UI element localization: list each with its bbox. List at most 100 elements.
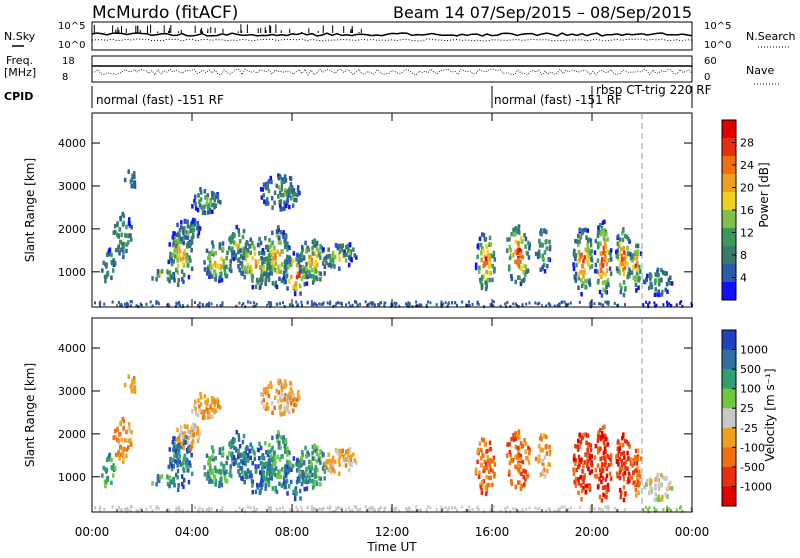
echo-cell xyxy=(577,249,581,255)
echo-cell xyxy=(176,475,179,480)
echo-cell xyxy=(277,445,281,450)
echo-cell xyxy=(482,274,485,279)
echo-cell xyxy=(180,220,183,225)
echo-cell xyxy=(577,490,580,496)
echo-cell xyxy=(520,266,523,272)
echo-cell xyxy=(240,459,243,464)
ground-scatter-cell xyxy=(174,304,177,308)
echo-cell xyxy=(133,385,137,390)
echo-cell xyxy=(603,231,607,236)
colorbar-segment xyxy=(722,246,736,265)
echo-cell xyxy=(305,466,308,472)
echo-cell xyxy=(268,449,272,455)
echo-cell xyxy=(173,236,176,241)
echo-cell xyxy=(214,277,218,282)
echo-cell xyxy=(488,235,492,241)
echo-cell xyxy=(629,457,632,462)
echo-cell xyxy=(623,250,626,255)
echo-cell xyxy=(273,395,277,400)
echo-cell xyxy=(277,378,280,383)
echo-cell xyxy=(296,253,299,258)
echo-cell xyxy=(232,439,235,445)
ground-scatter-cell xyxy=(420,303,423,307)
echo-cell xyxy=(239,261,242,266)
echo-cell xyxy=(250,273,254,279)
ground-scatter-cell xyxy=(242,302,245,306)
echo-cell xyxy=(660,267,663,273)
echo-cell xyxy=(303,274,307,279)
echo-cell xyxy=(585,440,588,445)
echo-cell xyxy=(272,266,275,271)
echo-cell xyxy=(288,396,292,401)
echo-cell xyxy=(518,275,521,280)
echo-cell xyxy=(262,193,265,198)
echo-cell xyxy=(314,464,318,470)
echo-cell xyxy=(596,446,600,451)
echo-cell xyxy=(257,464,260,469)
echo-cell xyxy=(596,245,600,250)
echo-cell xyxy=(203,267,207,272)
ground-scatter-cell xyxy=(94,301,96,305)
echo-cell xyxy=(338,448,342,454)
echo-cell xyxy=(606,281,610,287)
echo-cell xyxy=(224,273,228,279)
echo-cell xyxy=(508,237,511,242)
echo-cell xyxy=(201,210,205,216)
echo-cell xyxy=(116,222,119,228)
echo-cell xyxy=(609,457,612,462)
echo-cell xyxy=(266,406,270,411)
echo-cell xyxy=(133,389,137,394)
echo-cell xyxy=(277,185,281,190)
echo-cell xyxy=(130,382,134,387)
echo-cell xyxy=(271,435,274,440)
echo-cell xyxy=(514,431,517,436)
echo-cell xyxy=(198,203,202,208)
echo-cell xyxy=(489,270,492,276)
ground-scatter-cell xyxy=(194,301,196,304)
echo-cell xyxy=(622,472,625,477)
echo-cell xyxy=(327,262,330,268)
echo-cell xyxy=(510,252,514,258)
echo-cell xyxy=(271,445,274,451)
ground-scatter-cell xyxy=(668,302,671,306)
echo-cell xyxy=(103,274,107,280)
echo-cell xyxy=(184,460,188,465)
echo-cell xyxy=(176,258,179,263)
echo-cell xyxy=(270,260,274,265)
echo-cell xyxy=(230,234,234,239)
ground-scatter-cell xyxy=(390,509,393,513)
echo-cell xyxy=(654,272,657,277)
echo-cell xyxy=(517,431,520,436)
echo-cell xyxy=(654,287,657,292)
echo-cell xyxy=(333,469,336,474)
echo-cell xyxy=(601,229,605,234)
echo-cell xyxy=(244,450,248,456)
ground-scatter-cell xyxy=(655,303,658,307)
echo-cell xyxy=(512,227,515,233)
echo-cell xyxy=(289,380,292,386)
echo-cell xyxy=(598,477,601,482)
echo-cell xyxy=(584,452,587,457)
ground-scatter-cell xyxy=(617,303,620,307)
echo-cell xyxy=(315,459,318,464)
echo-cell xyxy=(270,465,274,470)
ground-scatter-cell xyxy=(558,303,561,307)
echo-cell xyxy=(572,251,576,257)
ground-scatter-cell xyxy=(313,302,316,306)
ground-scatter-cell xyxy=(129,304,132,308)
echo-cell xyxy=(283,470,287,476)
echo-cell xyxy=(485,474,488,480)
echo-cell xyxy=(600,260,603,266)
echo-cell xyxy=(178,254,181,260)
colorbar-tick-label: 12 xyxy=(740,227,754,240)
echo-cell xyxy=(293,191,296,197)
echo-cell xyxy=(670,486,674,491)
echo-cell xyxy=(656,292,659,297)
echo-cell xyxy=(299,496,302,501)
echo-cell xyxy=(283,480,286,485)
echo-cell xyxy=(615,459,619,464)
echo-cell xyxy=(279,240,282,245)
echo-cell xyxy=(284,274,288,280)
echo-cell xyxy=(168,447,171,452)
ground-scatter-cell xyxy=(120,302,123,306)
